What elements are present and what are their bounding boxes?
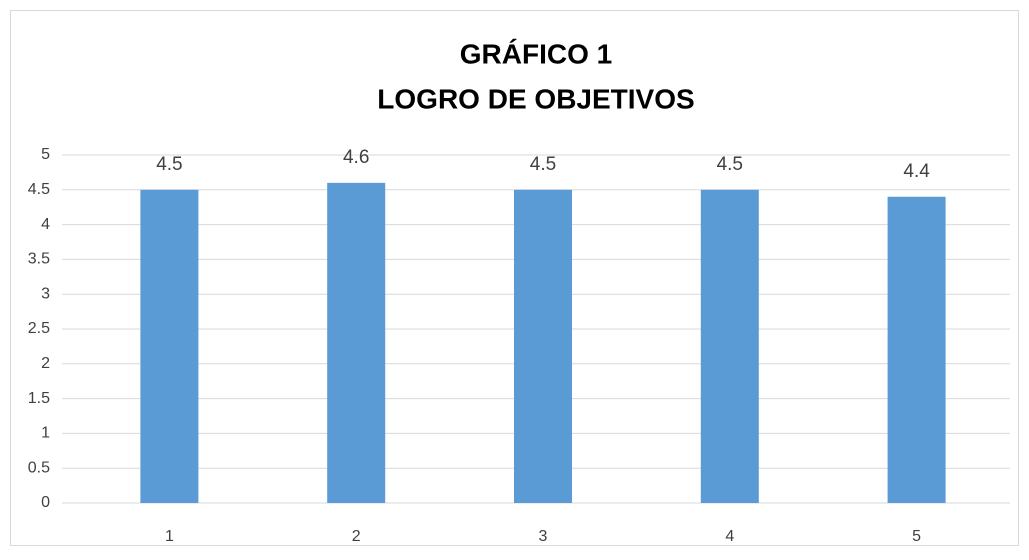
- data-label: 4.5: [530, 154, 556, 175]
- bar: [140, 189, 199, 504]
- chart-title: GRÁFICO 1: [460, 38, 612, 69]
- bar: [514, 189, 572, 504]
- chart-title: LOGRO DE OBJETIVOS: [377, 83, 694, 114]
- x-tick-label: 1: [165, 528, 174, 545]
- x-tick-label: 2: [352, 528, 361, 545]
- bar: [700, 189, 759, 504]
- y-tick-label: 4: [41, 216, 50, 233]
- x-tick-label: 3: [539, 528, 548, 545]
- y-tick-label: 0.5: [28, 459, 50, 476]
- y-tick-label: 1: [41, 425, 50, 442]
- data-label: 4.6: [343, 147, 369, 168]
- data-label: 4.5: [717, 154, 743, 175]
- bar: [327, 182, 386, 503]
- data-label: 4.5: [156, 154, 182, 175]
- y-tick-label: 2: [41, 355, 50, 372]
- x-tick-label: 5: [912, 528, 921, 545]
- y-tick-label: 1.5: [28, 390, 50, 407]
- data-label: 4.4: [903, 161, 930, 182]
- y-tick-label: 0: [41, 494, 50, 511]
- y-tick-label: 3.5: [28, 251, 50, 268]
- y-tick-label: 5: [41, 146, 50, 163]
- y-tick-label: 4.5: [28, 181, 50, 198]
- x-tick-label: 4: [725, 528, 734, 545]
- y-tick-label: 2.5: [28, 320, 50, 337]
- y-tick-label: 3: [41, 285, 50, 302]
- bar: [887, 196, 946, 503]
